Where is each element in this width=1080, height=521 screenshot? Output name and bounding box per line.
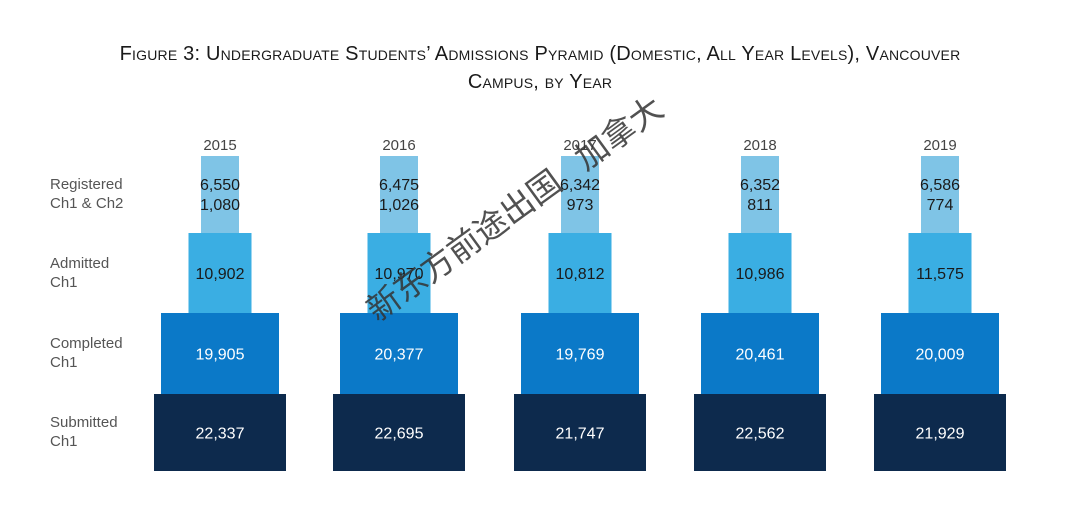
bar-admitted-2015 xyxy=(188,233,252,313)
bar-completed-2018 xyxy=(701,313,819,394)
bar-admitted-2016 xyxy=(367,233,431,313)
row-label-registered-line-1: Registered xyxy=(50,176,123,193)
value-label-registered-ch2-2018: 811 xyxy=(747,197,773,214)
year-label-2019: 2019 xyxy=(923,137,956,154)
bar-completed-2019 xyxy=(881,313,999,394)
year-label-2017: 2017 xyxy=(563,137,596,154)
chart-title-line-1: Figure 3: Undergraduate Students’ Admiss… xyxy=(119,43,961,65)
value-label-admitted-2018: 10,986 xyxy=(736,266,785,283)
row-label-admitted: Admitted Ch1 xyxy=(50,254,109,292)
row-label-admitted-line-1: Admitted xyxy=(50,255,110,272)
bar-registered-2019 xyxy=(921,156,959,233)
value-label-completed-2018: 20,461 xyxy=(736,347,785,364)
year-label-2016: 2016 xyxy=(382,137,415,154)
value-label-admitted-2015: 10,902 xyxy=(196,266,245,283)
value-label-submitted-2015: 22,337 xyxy=(196,426,245,443)
value-label-admitted-2016: 10,970 xyxy=(375,266,424,283)
year-label-2015: 2015 xyxy=(203,137,236,154)
bar-completed-2017 xyxy=(521,313,639,394)
value-label-registered-ch1-2018: 6,352 xyxy=(740,177,780,194)
row-label-admitted-line-2: Ch1 xyxy=(50,274,78,291)
value-label-registered-ch1-2019: 6,586 xyxy=(920,177,960,194)
value-label-admitted-2017: 10,812 xyxy=(556,266,605,283)
row-label-registered-line-2: Ch1 & Ch2 xyxy=(50,195,124,212)
value-label-submitted-2016: 22,695 xyxy=(375,426,424,443)
bar-admitted-2018 xyxy=(728,233,792,313)
value-label-registered-ch2-2016: 1,026 xyxy=(379,197,419,214)
row-label-completed-line-2: Ch1 xyxy=(50,354,78,371)
bar-registered-2018 xyxy=(741,156,779,233)
value-label-registered-ch2-2019: 774 xyxy=(927,197,954,214)
bar-registered-2015 xyxy=(201,156,239,233)
chart-title: Figure 3: Undergraduate Students’ Admiss… xyxy=(0,40,1080,96)
row-label-submitted: Submitted Ch1 xyxy=(50,413,118,451)
row-label-submitted-line-1: Submitted xyxy=(50,414,118,431)
bar-completed-2015 xyxy=(161,313,279,394)
value-label-completed-2019: 20,009 xyxy=(916,347,965,364)
bar-submitted-2017 xyxy=(514,394,646,471)
bar-admitted-2017 xyxy=(548,233,612,313)
bar-admitted-2019 xyxy=(908,233,972,313)
value-label-completed-2015: 19,905 xyxy=(196,347,245,364)
value-label-submitted-2018: 22,562 xyxy=(736,426,785,443)
value-label-admitted-2019: 11,575 xyxy=(916,266,964,283)
value-label-submitted-2019: 21,929 xyxy=(916,426,965,443)
value-label-submitted-2017: 21,747 xyxy=(556,426,605,443)
bar-submitted-2019 xyxy=(874,394,1006,471)
row-label-submitted-line-2: Ch1 xyxy=(50,433,78,450)
row-label-registered: Registered Ch1 & Ch2 xyxy=(50,175,123,213)
bar-submitted-2018 xyxy=(694,394,826,471)
value-label-registered-ch2-2017: 973 xyxy=(567,197,594,214)
value-label-registered-ch2-2015: 1,080 xyxy=(200,197,240,214)
bar-registered-2017 xyxy=(561,156,599,233)
bar-submitted-2015 xyxy=(154,394,286,471)
value-label-completed-2016: 20,377 xyxy=(375,347,424,364)
row-label-completed-line-1: Completed xyxy=(50,335,123,352)
value-label-registered-ch1-2015: 6,550 xyxy=(200,177,240,194)
chart-title-line-2: Campus, by Year xyxy=(467,71,613,93)
bar-registered-2016 xyxy=(380,156,418,233)
row-label-completed: Completed Ch1 xyxy=(50,334,123,372)
value-label-registered-ch1-2017: 6,342 xyxy=(560,177,600,194)
value-label-completed-2017: 19,769 xyxy=(556,347,605,364)
bar-completed-2016 xyxy=(340,313,458,394)
bar-submitted-2016 xyxy=(333,394,465,471)
year-label-2018: 2018 xyxy=(743,137,776,154)
value-label-registered-ch1-2016: 6,475 xyxy=(379,177,419,194)
